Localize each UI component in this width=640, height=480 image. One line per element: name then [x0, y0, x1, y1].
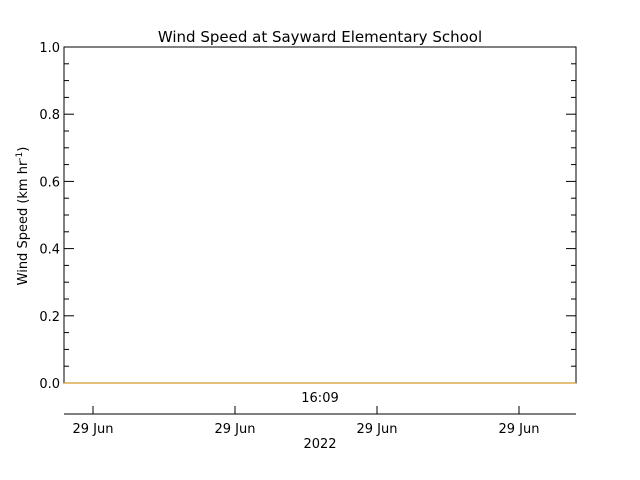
date-tick-label: 29 Jun: [357, 422, 398, 437]
time-label: 16:09: [301, 391, 338, 406]
date-tick-label: 29 Jun: [499, 422, 540, 437]
date-axis: 29 Jun 29 Jun 29 Jun 29 Jun: [73, 406, 540, 437]
y-tick-label: 0.8: [39, 108, 60, 123]
y-tick-label: 0.2: [39, 310, 60, 325]
y-axis-label-superscript: -1: [15, 152, 25, 161]
chart-title: Wind Speed at Sayward Elementary School: [158, 28, 482, 46]
date-tick-label: 29 Jun: [215, 422, 256, 437]
y-tick-label: 0.0: [39, 377, 60, 392]
y-tick-label: 0.4: [39, 243, 60, 258]
date-tick-label: 29 Jun: [73, 422, 114, 437]
plot-frame: [63, 46, 577, 384]
y-tick-label: 1.0: [39, 41, 60, 56]
y-tick-label: 0.6: [39, 175, 60, 190]
y-axis: 0.0 0.2 0.4 0.6 0.8 1.0: [39, 41, 576, 392]
y-axis-label: Wind Speed (km hr-1): [15, 147, 31, 286]
year-label: 2022: [303, 437, 336, 452]
